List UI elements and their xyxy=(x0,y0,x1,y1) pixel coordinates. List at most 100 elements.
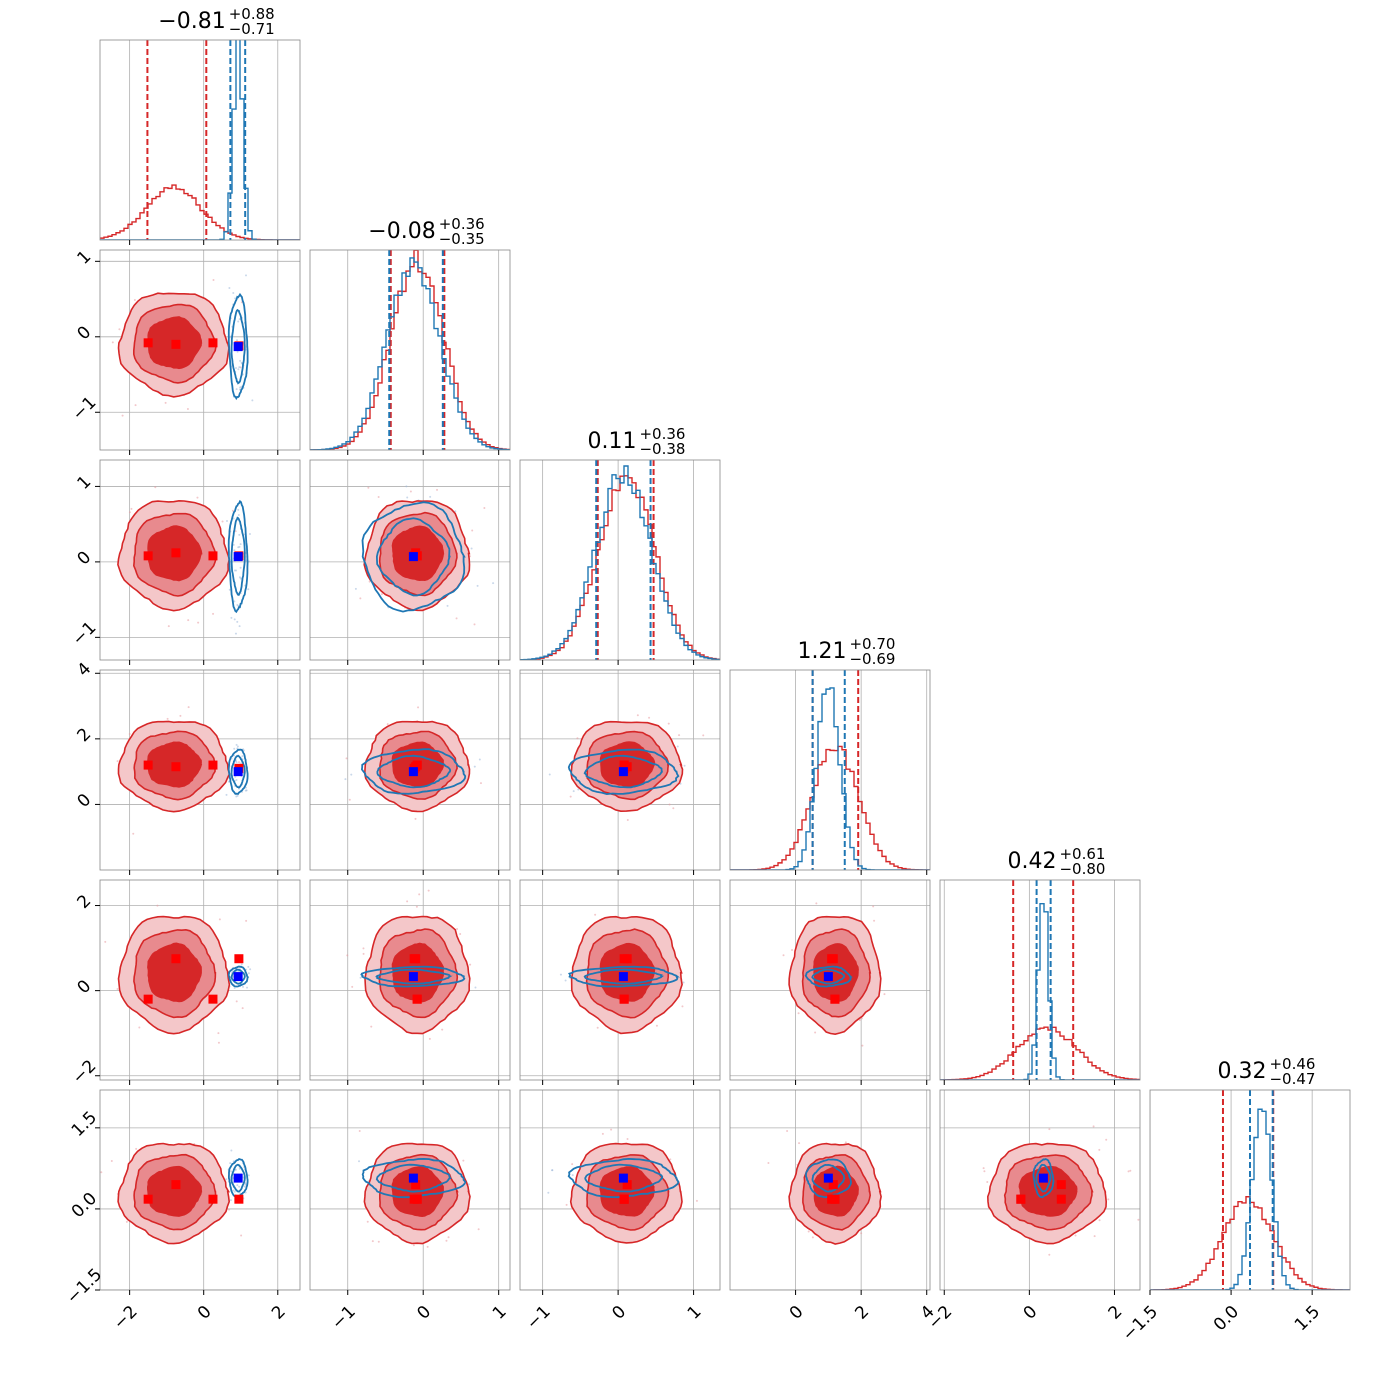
y-tick-label: 4 xyxy=(74,659,96,681)
x-tick-label: 2 xyxy=(268,1302,290,1324)
blue-histogram xyxy=(520,465,720,660)
blue-contour-level-1 xyxy=(227,965,250,988)
x-tick-label: 2 xyxy=(851,1302,873,1324)
sample-point xyxy=(236,1184,239,1187)
sample-point xyxy=(238,533,241,536)
blue-contour-level-2 xyxy=(583,754,663,789)
sample-point xyxy=(245,919,248,922)
reference-marker xyxy=(171,548,181,558)
sample-point xyxy=(610,1128,613,1131)
reference-marker xyxy=(828,1180,838,1190)
sample-point xyxy=(247,1174,250,1177)
reference-marker xyxy=(1056,1194,1066,1204)
blue-contour-level-1 xyxy=(227,499,249,614)
sample-point xyxy=(236,603,239,606)
x-tick-label: 0 xyxy=(1020,1302,1042,1324)
sample-point xyxy=(807,1230,810,1233)
sample-point xyxy=(218,918,221,921)
panel-5-1 xyxy=(310,1090,510,1290)
sample-point xyxy=(1137,1218,1140,1221)
sample-point xyxy=(767,1162,770,1165)
panel-background xyxy=(310,250,510,450)
panel-frame xyxy=(519,459,721,661)
x-tick-label: 0 xyxy=(786,1302,808,1324)
sample-point xyxy=(359,976,362,979)
sample-point xyxy=(232,543,235,546)
sample-point xyxy=(104,940,107,943)
sample-point xyxy=(125,1220,128,1223)
sample-point xyxy=(860,1017,863,1020)
panel-frame xyxy=(519,1089,721,1291)
sample-point xyxy=(236,620,239,623)
panel-title: 0.11 xyxy=(588,429,637,454)
sample-point xyxy=(418,893,421,896)
blue-contour-level-1 xyxy=(805,1158,852,1199)
sample-point xyxy=(359,597,362,600)
sample-point xyxy=(786,1130,789,1133)
sample-point xyxy=(447,1236,450,1239)
blue-contour-level-1 xyxy=(1032,1158,1055,1199)
title-upper-error: +0.36 xyxy=(639,425,685,443)
sample-point xyxy=(225,793,228,796)
sample-point xyxy=(236,745,239,748)
sample-point xyxy=(135,1147,138,1150)
reference-marker xyxy=(234,954,244,964)
sample-point xyxy=(230,1170,233,1173)
panel-5-0 xyxy=(100,1090,300,1290)
title-lower-error: −0.35 xyxy=(439,230,485,248)
sample-point xyxy=(672,807,675,810)
blue-contour-level-2 xyxy=(230,308,246,385)
reference-marker xyxy=(208,338,218,348)
sample-point xyxy=(377,496,380,499)
sample-point xyxy=(1074,1234,1077,1237)
sample-point xyxy=(377,1240,380,1243)
panel-frame xyxy=(729,669,931,871)
blue-contour-level-1 xyxy=(361,501,466,613)
panel-frame xyxy=(309,1089,511,1291)
reference-marker xyxy=(412,994,422,1004)
sample-point xyxy=(814,1031,817,1034)
sample-point xyxy=(811,1236,814,1239)
sample-point xyxy=(1092,1125,1095,1128)
panel-frame xyxy=(309,669,511,871)
blue-contour-level-1 xyxy=(228,1157,249,1199)
panel-frame xyxy=(309,249,511,451)
sample-point xyxy=(230,1149,233,1152)
sample-point xyxy=(92,963,94,965)
panel-title: 0.42 xyxy=(1008,849,1057,874)
sample-point xyxy=(682,981,685,984)
sample-point xyxy=(179,714,182,717)
sample-point xyxy=(348,798,351,801)
sample-point xyxy=(344,778,347,781)
sample-point xyxy=(1098,1148,1101,1151)
sample-point xyxy=(240,361,243,364)
sample-point xyxy=(240,963,243,966)
truth-marker xyxy=(823,1173,833,1183)
sample-point xyxy=(551,1169,554,1172)
panel-4-0 xyxy=(92,880,300,1080)
sample-point xyxy=(572,790,575,793)
panel-frame xyxy=(939,879,1141,1081)
reference-marker xyxy=(143,760,153,770)
panel-title: −0.08 xyxy=(368,219,435,244)
blue-contour-level-2 xyxy=(584,1163,664,1193)
sample-point xyxy=(983,1170,986,1173)
sample-point xyxy=(477,1228,480,1231)
sample-point xyxy=(445,1239,448,1242)
sample-point xyxy=(233,549,236,552)
sample-point xyxy=(456,927,459,930)
sample-point xyxy=(132,832,135,835)
sample-point xyxy=(225,1178,228,1181)
x-tick-label: −2 xyxy=(110,1302,142,1334)
reference-marker xyxy=(171,762,181,772)
y-tick-label: 1 xyxy=(74,472,96,494)
sample-point xyxy=(483,507,486,510)
sample-point xyxy=(427,889,430,892)
sample-point xyxy=(564,979,567,982)
panel-frame xyxy=(309,879,511,1081)
blue-contour-level-1 xyxy=(568,965,680,988)
panel-frame xyxy=(99,249,301,451)
panel-2-0 xyxy=(100,460,300,660)
x-tick-label: 0.0 xyxy=(1210,1302,1243,1335)
panel-frame xyxy=(99,459,301,661)
